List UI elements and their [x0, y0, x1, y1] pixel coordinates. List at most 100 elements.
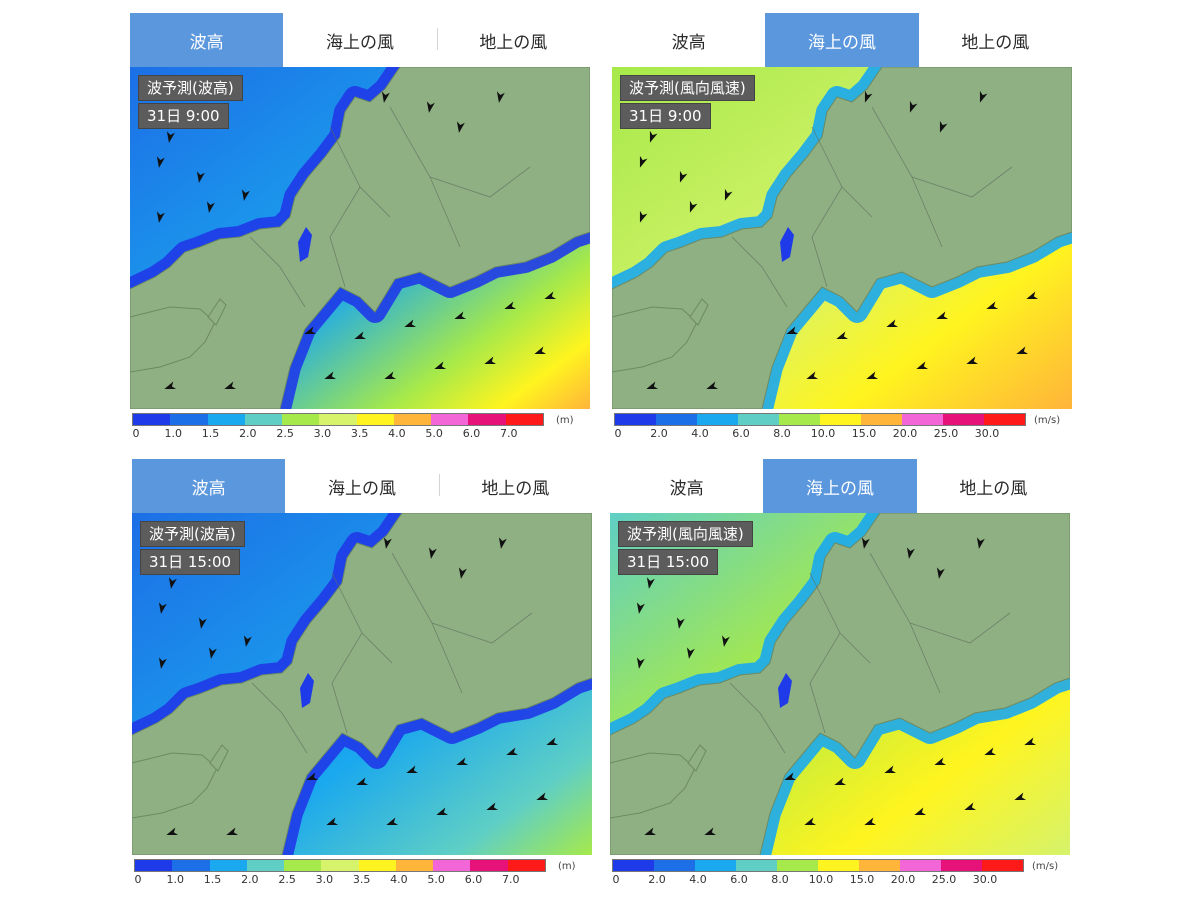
legend-tick-label: 4.0: [390, 873, 408, 886]
tab-ground-wind[interactable]: 地上の風: [436, 13, 590, 67]
tab-ground-wind[interactable]: 地上の風: [916, 459, 1070, 513]
legend-swatch: [984, 414, 1025, 425]
direction-arrow-icon: [306, 772, 319, 781]
legend-tick-label: 7.0: [499, 427, 518, 440]
map-title-label: 波予測(風向風速): [618, 521, 753, 547]
legend-tick-label: 1.0: [164, 427, 183, 440]
legend-tick-label: 6.0: [462, 427, 481, 440]
direction-arrow-icon: [226, 827, 239, 836]
legend-tick-label: 30.0: [972, 873, 998, 886]
direction-arrow-icon: [864, 90, 873, 103]
direction-arrow-icon: [984, 747, 997, 756]
direction-arrow-icon: [886, 319, 899, 328]
tab-sea-wind[interactable]: 海上の風: [283, 13, 437, 67]
direction-arrow-icon: [834, 777, 847, 786]
direction-arrow-icon: [804, 817, 817, 826]
direction-arrow-icon: [354, 331, 367, 340]
tab-wave-height[interactable]: 波高: [612, 13, 766, 67]
color-legend: 0 2.0 4.0 6.0 8.0 10.0 15.0 20.0 25.0 30.0 (m/s): [612, 859, 1072, 895]
direction-arrow-icon: [426, 101, 435, 113]
tab-ground-wind[interactable]: 地上の風: [918, 13, 1072, 67]
direction-arrow-icon: [786, 326, 799, 335]
direction-arrow-icon: [906, 547, 915, 559]
direction-arrow-icon: [164, 381, 177, 390]
legend-tick-label: 1.0: [166, 873, 185, 886]
tab-sea-wind[interactable]: 海上の風: [285, 459, 439, 513]
color-legend: 0 1.0 1.5 2.0 2.5 3.0 3.5 4.0 5.0 6.0 7.0 (m): [134, 859, 594, 895]
legend-tick-label: 15.0: [851, 427, 877, 440]
map-title-label: 波予測(風向風速): [620, 75, 755, 101]
legend-swatch: [170, 414, 208, 425]
direction-arrow-icon: [706, 381, 719, 390]
tab-wave-height[interactable]: 波高: [610, 459, 764, 513]
direction-arrow-icon: [406, 765, 419, 774]
direction-arrow-icon: [243, 635, 252, 647]
tab-wave-height[interactable]: 波高: [130, 13, 284, 67]
direction-arrow-icon: [198, 617, 207, 629]
direction-arrow-icon: [636, 602, 645, 614]
direction-arrow-icon: [498, 537, 507, 549]
legend-swatch: [209, 860, 247, 871]
legend-tick-labels: 0 2.0 4.0 6.0 8.0 10.0 15.0 20.0 25.0 30.0: [612, 873, 1022, 889]
direction-arrow-icon: [208, 647, 217, 659]
direction-arrow-icon: [534, 346, 547, 355]
panel-tabs: 波高 海上の風 地上の風: [130, 13, 590, 67]
legend-tick-label: 4.0: [691, 427, 709, 440]
legend-tick-label: 1.5: [203, 873, 222, 886]
direction-arrow-icon: [639, 155, 648, 168]
legend-swatch: [284, 860, 322, 871]
legend-tick-label: 3.0: [313, 427, 332, 440]
legend-swatch: [246, 860, 285, 871]
direction-arrow-icon: [646, 577, 655, 589]
direction-arrow-icon: [158, 602, 167, 614]
direction-arrow-icon: [381, 91, 390, 103]
legend-swatch: [613, 860, 654, 871]
direction-arrow-icon: [936, 311, 949, 320]
direction-arrow-icon: [936, 567, 945, 579]
direction-arrow-icon: [386, 817, 399, 826]
direction-arrow-icon: [436, 807, 449, 816]
direction-arrow-icon: [939, 120, 948, 133]
legend-swatch: [507, 860, 545, 871]
legend-swatch: [779, 414, 820, 425]
legend-color-bar: [614, 413, 1026, 426]
legend-tick-label: 2.0: [241, 873, 259, 886]
legend-tick-label: 6.0: [730, 873, 748, 886]
direction-arrow-icon: [986, 301, 999, 310]
direction-arrow-icon: [156, 211, 165, 223]
legend-swatch: [820, 414, 861, 425]
direction-arrow-icon: [504, 301, 517, 310]
direction-arrow-icon: [224, 381, 237, 390]
direction-arrow-icon: [486, 802, 499, 811]
legend-swatch: [654, 860, 695, 871]
direction-arrow-icon: [1024, 737, 1037, 746]
tab-ground-wind[interactable]: 地上の風: [438, 459, 592, 513]
direction-arrow-icon: [644, 827, 657, 836]
tab-sea-wind[interactable]: 海上の風: [763, 459, 917, 513]
direction-arrow-icon: [456, 757, 469, 766]
legend-swatch: [697, 414, 738, 425]
direction-arrow-icon: [196, 171, 205, 183]
direction-arrow-icon: [383, 537, 392, 549]
legend-tick-label: 4.0: [388, 427, 406, 440]
legend-swatch: [859, 860, 900, 871]
direction-arrow-icon: [1016, 346, 1029, 355]
legend-swatch: [358, 860, 396, 871]
legend-swatch: [736, 860, 777, 871]
legend-swatch: [900, 860, 941, 871]
legend-tick-label: 25.0: [933, 427, 959, 440]
legend-tick-label: 0: [614, 427, 622, 440]
direction-arrow-icon: [356, 777, 369, 786]
direction-arrow-icon: [784, 772, 797, 781]
map-title-label: 波予測(波高): [138, 75, 243, 101]
direction-arrow-icon: [324, 371, 337, 380]
legend-color-bar: [612, 859, 1024, 872]
tab-wave-height[interactable]: 波高: [132, 459, 286, 513]
legend-tick-label: 0: [132, 427, 140, 440]
direction-arrow-icon: [686, 647, 695, 659]
tab-sea-wind[interactable]: 海上の風: [765, 13, 919, 67]
legend-swatch: [319, 414, 357, 425]
legend-tick-label: 2.5: [278, 873, 296, 886]
direction-arrow-icon: [484, 356, 497, 365]
color-legend: 0 1.0 1.5 2.0 2.5 3.0 3.5 4.0 5.0 6.0 7.0 (m): [132, 413, 592, 449]
